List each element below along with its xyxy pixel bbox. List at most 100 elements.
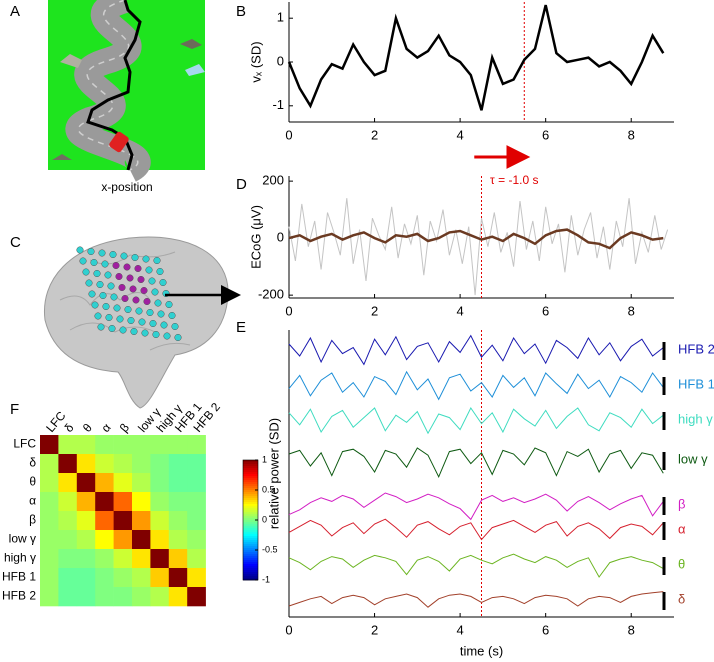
heat-cell — [40, 454, 59, 474]
heat-cell — [76, 473, 96, 493]
line — [288, 370, 664, 401]
electrode — [160, 321, 168, 329]
game-view — [48, 0, 205, 182]
electrode — [99, 291, 107, 300]
electrode — [79, 257, 87, 265]
colorbar-step — [243, 526, 258, 529]
heat-cell — [58, 454, 78, 474]
colorbar-step — [243, 514, 258, 517]
heat-cell — [113, 492, 133, 512]
heat-cell — [76, 549, 96, 569]
row-label: β — [29, 513, 36, 527]
x-tick-label: 4 — [456, 622, 463, 637]
heat-cell — [168, 549, 188, 569]
x-tick-label: 8 — [628, 622, 635, 637]
line — [288, 518, 664, 541]
heat-cell — [113, 530, 133, 550]
colorbar-step — [243, 546, 258, 549]
colorbar-step — [243, 502, 258, 505]
electrode — [101, 260, 109, 268]
heat-cell — [187, 492, 206, 512]
heat-cell — [113, 549, 133, 569]
panel-label: B — [236, 3, 246, 20]
electrode — [94, 312, 102, 320]
heat-cell — [95, 511, 114, 531]
x-tick-label: 8 — [628, 127, 635, 142]
y-tick-label: 200 — [262, 173, 284, 188]
legend-label: high γ — [678, 411, 713, 426]
heat-cell — [113, 473, 133, 493]
electrode — [135, 307, 143, 315]
heat-cell — [58, 568, 78, 588]
colorbar-step — [243, 522, 258, 525]
electrode — [96, 280, 104, 289]
electrode — [146, 308, 154, 317]
colorbar-step — [243, 496, 258, 499]
electrode — [88, 290, 96, 298]
heat-cell — [95, 473, 114, 493]
colorbar-step — [243, 490, 258, 493]
electrode — [143, 297, 151, 306]
colorbar-step — [243, 474, 258, 477]
colorbar-step — [243, 544, 258, 547]
brain — [43, 236, 241, 409]
x-tick-label: 2 — [371, 622, 378, 637]
electrode — [127, 316, 135, 325]
electrode — [112, 261, 120, 270]
electrode — [97, 323, 105, 331]
x-tick-label: 2 — [371, 127, 378, 142]
heat-cell — [150, 549, 170, 569]
line — [288, 492, 664, 521]
x-tick-label: 6 — [542, 622, 549, 637]
heat-cell — [168, 473, 188, 493]
colorbar-step — [243, 494, 258, 497]
heat-cell — [95, 492, 114, 512]
electrode — [165, 300, 173, 309]
heat-cell — [187, 473, 206, 493]
electrode — [174, 333, 182, 342]
colorbar-step — [243, 560, 258, 563]
heat-cell — [187, 568, 206, 588]
heat-cell — [95, 435, 114, 455]
heat-cell — [58, 549, 78, 569]
heat-cell — [187, 530, 206, 550]
colorbar-step — [243, 528, 258, 531]
panel-label: D — [236, 176, 247, 193]
legend-label: HFB 2 — [678, 341, 714, 356]
heat-cell — [95, 568, 114, 588]
heat-cell — [132, 587, 151, 607]
heat-cell — [76, 435, 96, 455]
heat-cell — [132, 435, 151, 455]
heat-cell — [132, 568, 151, 588]
column-label: θ — [80, 421, 95, 435]
heat-cell — [58, 587, 78, 607]
heat-cell — [150, 530, 170, 550]
colorbar-step — [243, 568, 258, 571]
heat-cell — [150, 435, 170, 455]
colorbar-step — [243, 520, 258, 523]
electrode — [98, 249, 106, 257]
y-axis-label: relative power (SD) — [266, 418, 281, 529]
electrode — [153, 256, 161, 265]
electrode — [131, 253, 139, 262]
colorbar-step — [243, 484, 258, 487]
colorbar-step — [243, 532, 258, 535]
colorbar-step — [243, 540, 258, 543]
electrode — [102, 302, 110, 311]
y-axis-label: vₓ (SD) — [248, 41, 263, 82]
electrode — [87, 247, 95, 256]
colorbar-step — [243, 518, 258, 521]
electrode — [93, 269, 101, 278]
heat-cell — [95, 454, 114, 474]
heat-cell — [168, 568, 188, 588]
heat-cell — [150, 511, 170, 531]
panel-label: A — [10, 3, 20, 20]
heat-cell — [76, 454, 96, 474]
row-label: α — [29, 494, 36, 508]
colorbar-step — [243, 570, 258, 573]
heat-cell — [187, 511, 206, 531]
heat-cell — [132, 511, 151, 531]
x-axis-label: time (s) — [460, 643, 503, 658]
heat-cell — [113, 454, 133, 474]
colorbar-step — [243, 538, 258, 541]
